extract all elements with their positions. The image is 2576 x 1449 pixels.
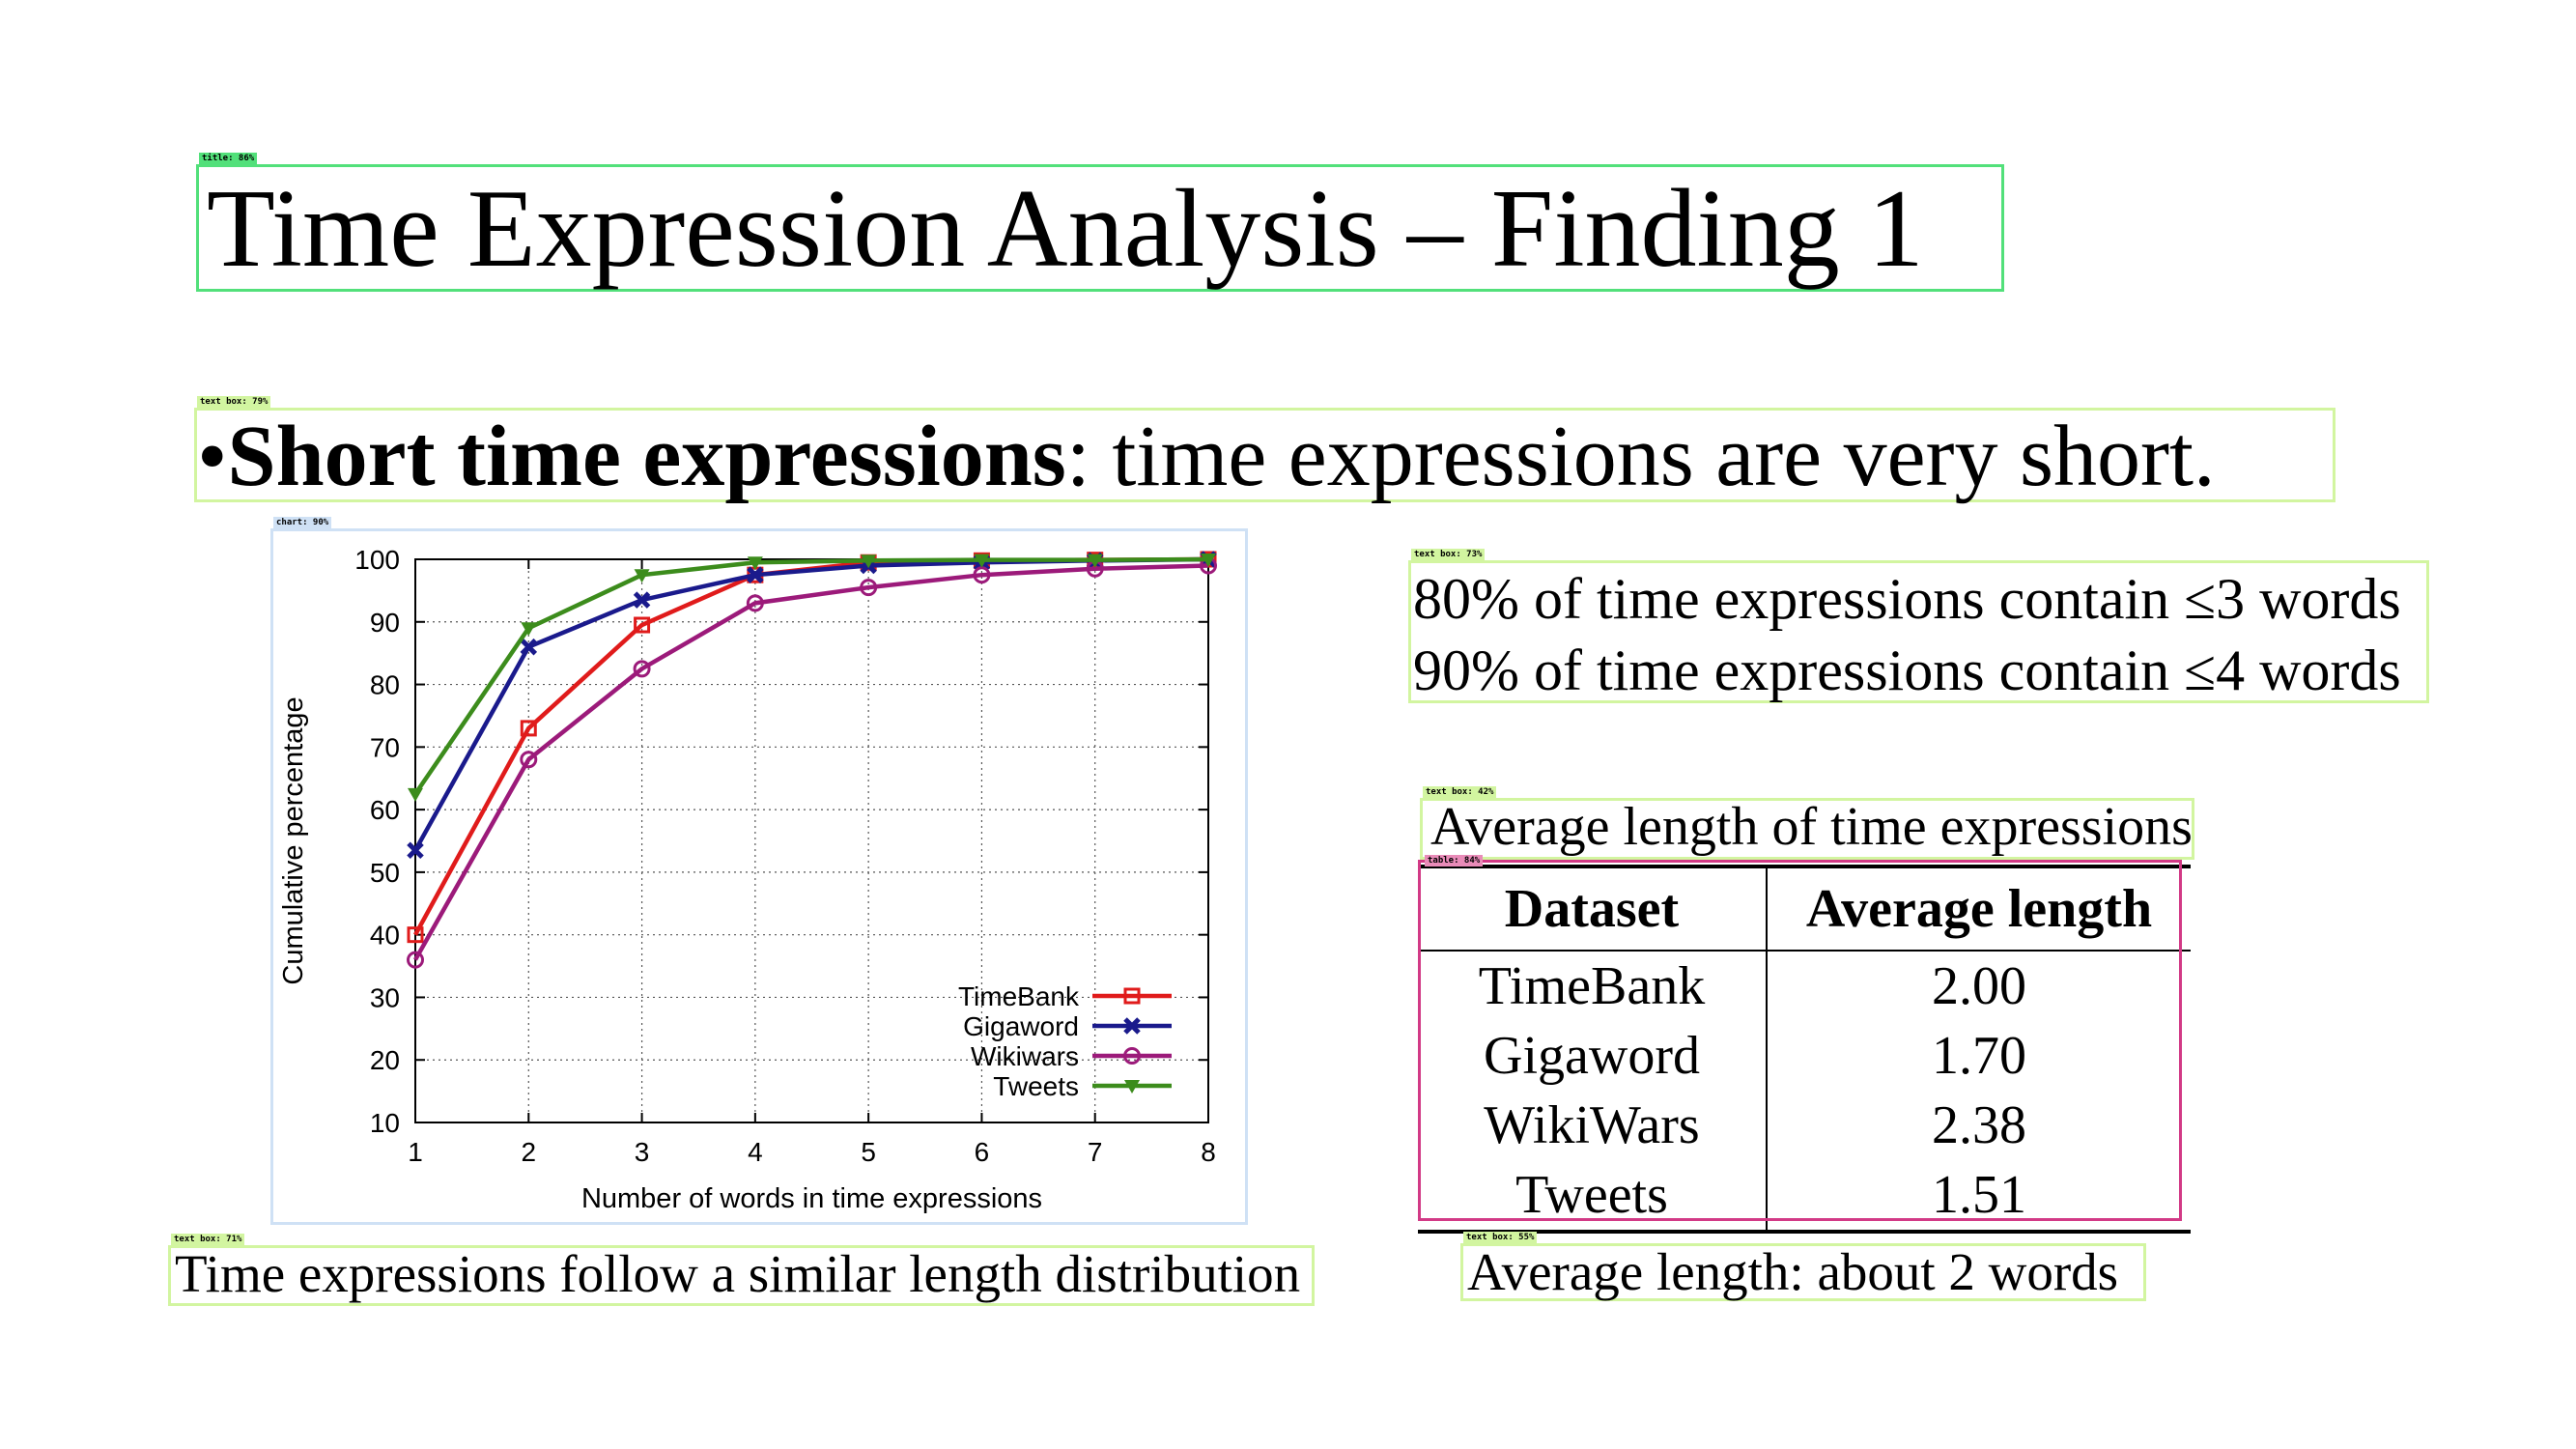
- table-row: Gigaword 1.70: [1418, 1021, 2191, 1091]
- title-annotation-tag: title: 86%: [199, 153, 258, 164]
- data-point-wikiwars: [746, 594, 764, 612]
- table-annotation-tag: table: 84%: [1425, 855, 1484, 867]
- data-point-timebank: [520, 720, 537, 737]
- legend-marker-timebank: [1123, 987, 1141, 1005]
- legend-marker-gigaword: [1123, 1017, 1141, 1035]
- legend-label-timebank: TimeBank: [958, 981, 1080, 1011]
- table-row: TimeBank 2.00: [1418, 951, 2191, 1021]
- table-header-row: Dataset Average length: [1418, 865, 2191, 952]
- table-row: Tweets 1.51: [1418, 1160, 2191, 1234]
- data-point-timebank: [407, 926, 424, 944]
- legend-label-tweets: Tweets: [993, 1071, 1079, 1101]
- stat-line-80: 80% of time expressions contain ≤3 words: [1413, 567, 2401, 631]
- col-header-average-length: Average length: [1767, 865, 2191, 952]
- data-point-wikiwars: [633, 660, 651, 678]
- data-point-tweets: [634, 569, 650, 583]
- x-axis-label: Number of words in time expressions: [581, 1183, 1042, 1214]
- cell-average-length: 2.38: [1932, 1095, 2026, 1155]
- title-box: title: 86% Time Expression Analysis – Fi…: [196, 153, 2004, 292]
- data-point-gigaword: [407, 841, 424, 859]
- data-point-gigaword: [633, 591, 651, 609]
- x-tick-label: 2: [521, 1137, 536, 1167]
- table-caption-box: text box: 42% Average length of time exp…: [1420, 786, 2194, 860]
- cell-dataset: Gigaword: [1418, 1021, 1768, 1091]
- bullet-bold-text: Short time expressions: [227, 409, 1066, 504]
- col-header-dataset: Dataset: [1418, 865, 1768, 952]
- legend-marker-tweets: [1124, 1080, 1140, 1094]
- avg-note-box: text box: 55% Average length: about 2 wo…: [1460, 1232, 2146, 1301]
- cell-average-length: 2.00: [1932, 956, 2026, 1016]
- bullet-glyph: •: [197, 409, 228, 504]
- stat-line-90: 90% of time expressions contain ≤4 words: [1413, 639, 2401, 702]
- series-line-gigaword: [413, 556, 1209, 852]
- x-tick-label: 4: [748, 1137, 763, 1167]
- avg-note: Average length: about 2 words: [1467, 1242, 2119, 1301]
- plot-frame: [414, 558, 1209, 1123]
- chart-annotation-tag: chart: 90%: [273, 517, 332, 528]
- data-point-timebank: [634, 616, 651, 634]
- x-tick-label: 6: [975, 1137, 990, 1167]
- y-tick-label: 40: [370, 921, 400, 951]
- line-chart: 10 20 30 40 50 60 70 80 90 100 1 2 3 4 5 6 7 8 Number of w…: [278, 545, 1217, 1214]
- y-tick-label: 80: [370, 670, 400, 700]
- data-point-wikiwars: [520, 751, 538, 769]
- data-point-gigaword: [520, 638, 538, 656]
- y-axis-label: Cumulative percentage: [278, 696, 309, 984]
- chart-box: chart: 90%: [270, 517, 1248, 1225]
- cell-dataset: WikiWars: [1418, 1091, 1768, 1160]
- y-tick-label: 70: [370, 732, 400, 762]
- chart-caption-annotation-tag: text box: 71%: [171, 1234, 245, 1245]
- y-tick-label: 20: [370, 1045, 400, 1075]
- y-tick-label: 30: [370, 982, 400, 1012]
- x-tick-label: 3: [635, 1137, 650, 1167]
- data-point-tweets: [861, 554, 877, 569]
- cell-average-length: 1.70: [1932, 1026, 2026, 1086]
- x-tick-label: 1: [408, 1137, 423, 1167]
- chart-caption-box: text box: 71% Time expressions follow a …: [168, 1234, 1315, 1306]
- table-row: WikiWars 2.38: [1418, 1091, 2191, 1160]
- data-point-wikiwars: [860, 579, 878, 597]
- page-title: Time Expression Analysis – Finding 1: [207, 167, 1924, 291]
- y-tick-label: 50: [370, 858, 400, 888]
- avg-note-annotation-tag: text box: 55%: [1463, 1232, 1538, 1243]
- y-tick-label: 10: [370, 1108, 400, 1138]
- cell-dataset: Tweets: [1418, 1160, 1768, 1234]
- avg-length-table: Dataset Average length TimeBank 2.00 Gig…: [1418, 865, 2191, 1234]
- x-tick-label: 8: [1201, 1137, 1216, 1167]
- data-point-tweets: [747, 556, 763, 571]
- data-point-tweets: [1087, 554, 1103, 568]
- data-point-tweets: [521, 622, 537, 637]
- bullet-annotation-tag: text box: 79%: [197, 396, 271, 408]
- legend-label-wikiwars: Wikiwars: [971, 1041, 1079, 1071]
- bullet-box: text box: 79% •Short time expressions: t…: [194, 396, 2335, 503]
- chart-caption: Time expressions follow a similar length…: [175, 1244, 1301, 1303]
- data-point-tweets: [974, 554, 990, 568]
- data-point-gigaword: [747, 566, 764, 583]
- series-line-tweets: [413, 556, 1209, 796]
- legend-marker-wikiwars: [1123, 1047, 1141, 1065]
- data-point-tweets: [1201, 554, 1216, 567]
- data-point-tweets: [408, 787, 423, 802]
- bullet-rest-text: : time expressions are very short.: [1065, 409, 2216, 504]
- stats-box: text box: 73% 80% of time expressions co…: [1408, 549, 2429, 703]
- cell-average-length: 1.51: [1767, 1160, 2191, 1234]
- legend-label-gigaword: Gigaword: [963, 1011, 1079, 1041]
- x-tick-label: 5: [861, 1137, 876, 1167]
- stats-annotation-tag: text box: 73%: [1411, 549, 1486, 560]
- data-point-wikiwars: [973, 566, 991, 584]
- table-box: table: 84%: [1418, 855, 2182, 1221]
- table-wrapper: Dataset Average length TimeBank 2.00 Gig…: [1418, 865, 2194, 1234]
- cell-dataset: TimeBank: [1418, 951, 1768, 1021]
- bullet-line: •Short time expressions: time expression…: [197, 411, 2216, 503]
- series-line-wikiwars: [413, 563, 1209, 961]
- y-tick-label: 100: [354, 545, 400, 575]
- y-tick-label: 60: [370, 795, 400, 825]
- data-point-wikiwars: [407, 951, 424, 969]
- table-caption-annotation-tag: text box: 42%: [1423, 786, 1497, 798]
- x-tick-label: 7: [1088, 1137, 1103, 1167]
- table-caption: Average length of time expressions: [1430, 797, 2193, 857]
- y-tick-label: 90: [370, 608, 400, 638]
